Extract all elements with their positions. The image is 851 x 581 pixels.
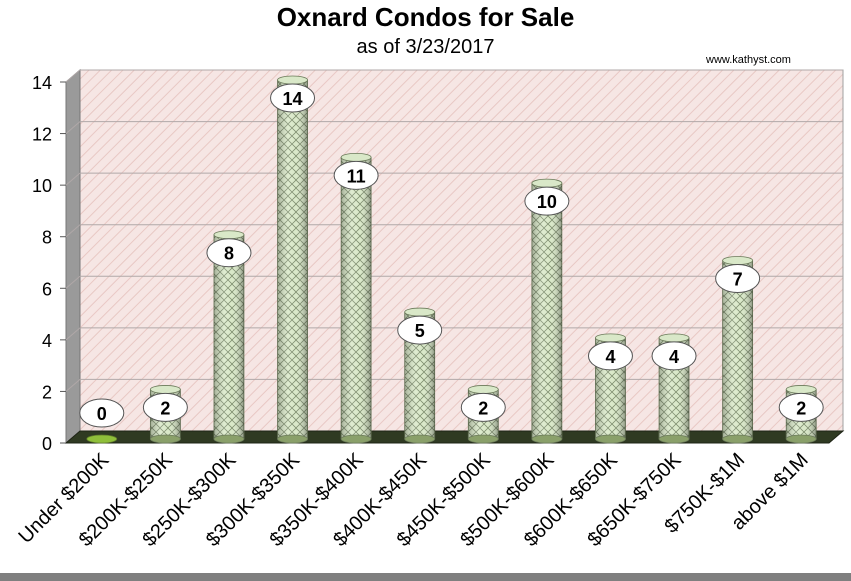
bar-base [467, 434, 499, 444]
bar-cap [404, 307, 436, 317]
bar-base [722, 434, 754, 444]
data-label-text: 4 [605, 347, 615, 367]
bar-cap [467, 385, 499, 394]
gridline-side [65, 121, 81, 134]
data-label: 10 [524, 186, 570, 216]
gridline-side [65, 172, 81, 186]
data-label: 4 [651, 341, 697, 371]
data-label-text: 7 [733, 270, 743, 290]
gridline-side [65, 69, 81, 83]
gridline-side [65, 224, 81, 238]
bar-base [595, 434, 626, 444]
bar-base [277, 434, 308, 444]
data-label-text: 2 [796, 398, 806, 418]
bar [531, 178, 563, 444]
data-label-bubble [460, 392, 506, 422]
gridline-side [65, 275, 81, 289]
floor [64, 430, 845, 444]
y-tick-label: 6 [42, 279, 52, 299]
data-label-text: 11 [347, 166, 366, 186]
data-label-text: 5 [415, 321, 425, 341]
y-tick-label: 0 [42, 434, 52, 454]
data-label: 11 [333, 160, 379, 190]
bar-cap [722, 256, 754, 265]
bar-shade [531, 183, 562, 439]
bar-cap [213, 230, 245, 240]
data-label: 0 [79, 398, 125, 428]
bar [340, 152, 372, 444]
side-wall [65, 68, 81, 445]
data-label-bubble [206, 238, 252, 268]
bar-shade [213, 234, 244, 439]
data-label-bubble [397, 315, 443, 345]
data-label: 2 [142, 392, 188, 422]
y-tick-label: 10 [32, 176, 52, 196]
chart-subtitle: as of 3/23/2017 [356, 36, 495, 58]
bar-cap [149, 385, 181, 394]
bar-base [658, 434, 690, 444]
y-tick-label: 8 [42, 228, 52, 248]
data-label: 7 [715, 264, 761, 293]
data-label: 5 [397, 315, 443, 345]
y-tick-label: 4 [42, 331, 52, 351]
data-label-bubble [270, 83, 316, 113]
data-label: 2 [460, 392, 506, 422]
y-tick-label: 2 [42, 382, 52, 402]
data-label-text: 0 [97, 404, 107, 424]
bar-base [149, 434, 181, 444]
data-label-bubble [587, 341, 633, 371]
y-tick-label: 12 [32, 125, 52, 145]
bar-base [340, 434, 372, 444]
bar [277, 75, 308, 444]
bar-shade [341, 157, 372, 439]
data-label-text: 10 [537, 192, 557, 212]
data-label-bubble [79, 398, 125, 428]
data-label-bubble [715, 264, 761, 293]
bar-cap [658, 333, 690, 343]
data-label: 8 [206, 238, 252, 268]
gridline-side [65, 327, 81, 341]
data-label-bubble [778, 392, 824, 422]
bar [86, 434, 118, 444]
data-label-bubble [142, 392, 188, 422]
data-label: 2 [778, 392, 824, 422]
bar-cap [340, 152, 372, 162]
data-label-bubble [524, 186, 570, 216]
data-label-text: 2 [478, 398, 488, 418]
data-label-text: 4 [669, 347, 679, 367]
bar-base [86, 434, 118, 444]
bar-base [785, 434, 817, 444]
bottom-divider [0, 573, 851, 581]
bar-cap [277, 75, 308, 85]
data-label-bubble [333, 160, 379, 190]
bar-base [404, 434, 436, 444]
data-label-text: 14 [283, 89, 303, 109]
bar-base [213, 434, 245, 444]
data-label-text: 8 [224, 244, 234, 264]
data-label-text: 2 [160, 398, 170, 418]
y-tick-label: 14 [32, 73, 52, 93]
bar-shade [277, 80, 308, 439]
bar-cap [785, 385, 817, 394]
chart-title: Oxnard Condos for Sale [276, 2, 575, 32]
data-label: 14 [270, 83, 316, 113]
bar-cap [595, 333, 626, 343]
data-label-bubble [651, 341, 697, 371]
bar [213, 230, 245, 444]
gridline-side [65, 379, 81, 392]
bar-cap [531, 178, 563, 188]
watermark-text: www.kathyst.com [706, 54, 791, 66]
bar-base [531, 434, 563, 444]
data-label: 4 [587, 341, 633, 371]
